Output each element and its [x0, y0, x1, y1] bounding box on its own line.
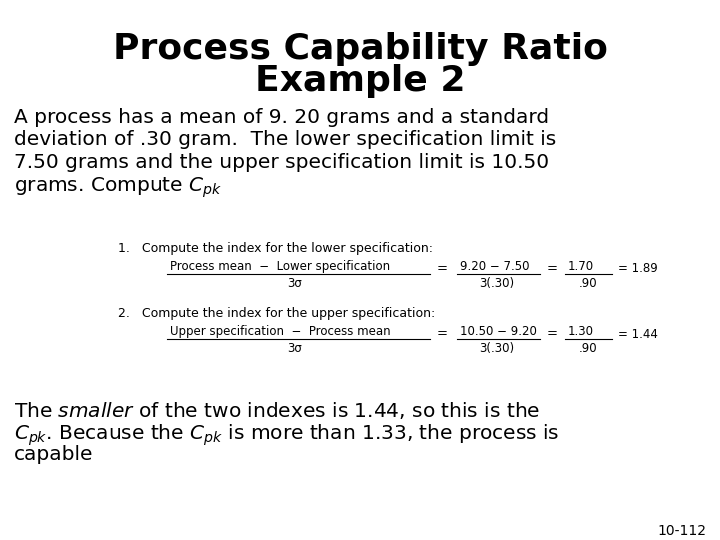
Text: 7.50 grams and the upper specification limit is 10.50: 7.50 grams and the upper specification l… [14, 153, 549, 172]
Text: 3σ: 3σ [287, 342, 302, 355]
Text: 3(.30): 3(.30) [480, 342, 515, 355]
Text: 3(.30): 3(.30) [480, 277, 515, 290]
Text: 10-112: 10-112 [657, 524, 706, 538]
Text: 10.50 − 9.20: 10.50 − 9.20 [460, 325, 537, 338]
Text: 3σ: 3σ [287, 277, 302, 290]
Text: =: = [437, 262, 448, 275]
Text: Upper specification  −  Process mean: Upper specification − Process mean [170, 325, 391, 338]
Text: A process has a mean of 9. 20 grams and a standard: A process has a mean of 9. 20 grams and … [14, 108, 549, 127]
Text: 1.70: 1.70 [568, 260, 594, 273]
Text: deviation of .30 gram.  The lower specification limit is: deviation of .30 gram. The lower specifi… [14, 131, 557, 150]
Text: .90: .90 [579, 277, 598, 290]
Text: =: = [437, 327, 448, 341]
Text: = 1.44: = 1.44 [618, 327, 658, 341]
Text: $C_{pk}$. Because the $C_{pk}$ is more than 1.33, the process is: $C_{pk}$. Because the $C_{pk}$ is more t… [14, 422, 559, 448]
Text: grams. Compute $C_{pk}$: grams. Compute $C_{pk}$ [14, 176, 222, 200]
Text: The $\it{smaller}$ of the two indexes is 1.44, so this is the: The $\it{smaller}$ of the two indexes is… [14, 400, 540, 421]
Text: 1.   Compute the index for the lower specification:: 1. Compute the index for the lower speci… [118, 242, 433, 255]
Text: Example 2: Example 2 [255, 64, 465, 98]
Text: .90: .90 [579, 342, 598, 355]
Text: Process mean  −  Lower specification: Process mean − Lower specification [170, 260, 390, 273]
Text: =: = [547, 262, 558, 275]
Text: =: = [547, 327, 558, 341]
Text: 9.20 − 7.50: 9.20 − 7.50 [460, 260, 529, 273]
Text: = 1.89: = 1.89 [618, 262, 658, 275]
Text: 2.   Compute the index for the upper specification:: 2. Compute the index for the upper speci… [118, 307, 436, 320]
Text: Process Capability Ratio: Process Capability Ratio [112, 32, 608, 66]
Text: 1.30: 1.30 [568, 325, 594, 338]
Text: capable: capable [14, 445, 94, 464]
